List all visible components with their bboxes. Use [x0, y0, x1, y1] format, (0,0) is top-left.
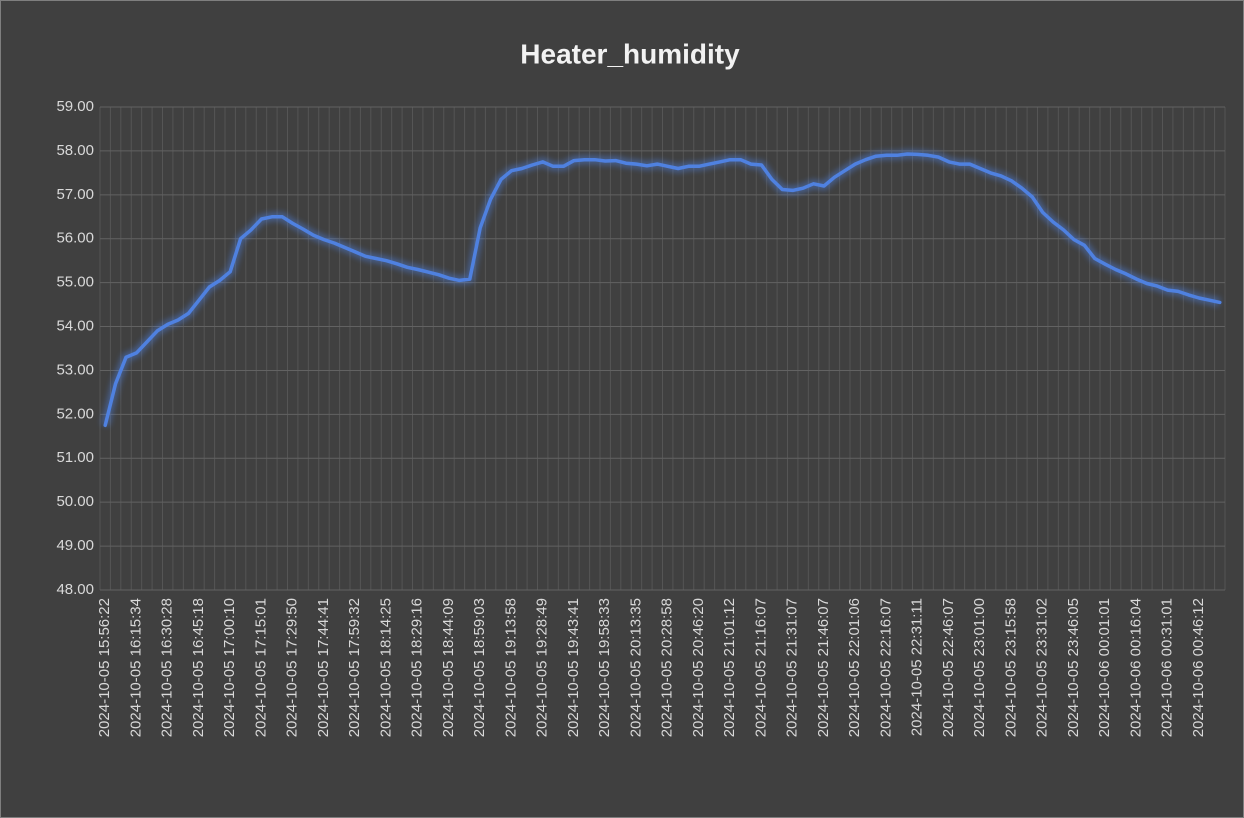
y-tick-label: 48.00 — [56, 581, 94, 598]
chart-title: Heater_humidity — [520, 38, 740, 69]
y-tick-label: 57.00 — [56, 186, 94, 203]
x-tick-label: 2024-10-05 18:29:16 — [409, 598, 426, 737]
x-tick-label: 2024-10-05 17:15:01 — [252, 598, 269, 737]
x-tick-label: 2024-10-05 16:15:34 — [127, 598, 144, 737]
y-tick-label: 49.00 — [56, 537, 94, 554]
y-tick-label: 52.00 — [56, 405, 94, 422]
x-tick-label: 2024-10-05 22:16:07 — [877, 598, 894, 737]
x-tick-label: 2024-10-05 22:46:07 — [940, 598, 957, 737]
x-tick-label: 2024-10-06 00:16:04 — [1127, 598, 1144, 737]
x-tick-label: 2024-10-05 23:15:58 — [1002, 598, 1019, 737]
x-tick-label: 2024-10-05 20:13:35 — [627, 598, 644, 737]
x-tick-label: 2024-10-05 23:46:05 — [1065, 598, 1082, 737]
x-tick-label: 2024-10-05 20:28:58 — [659, 598, 676, 737]
x-tick-label: 2024-10-05 19:43:41 — [565, 598, 582, 737]
x-tick-label: 2024-10-05 21:46:07 — [815, 598, 832, 737]
y-tick-label: 59.00 — [56, 98, 94, 115]
x-tick-label: 2024-10-05 17:29:50 — [284, 598, 301, 737]
data-line — [103, 152, 1222, 428]
x-tick-label: 2024-10-05 19:13:58 — [502, 598, 519, 737]
x-tick-label: 2024-10-05 17:00:10 — [221, 598, 238, 737]
x-tick-label: 2024-10-05 23:31:02 — [1034, 598, 1051, 737]
x-tick-label: 2024-10-05 17:44:41 — [315, 598, 332, 737]
x-tick-label: 2024-10-05 15:56:22 — [96, 598, 113, 737]
x-tick-label: 2024-10-05 16:30:28 — [159, 598, 176, 737]
x-tick-label: 2024-10-05 21:01:12 — [721, 598, 738, 737]
y-tick-label: 55.00 — [56, 274, 94, 291]
x-tick-label: 2024-10-05 19:28:49 — [534, 598, 551, 737]
x-tick-label: 2024-10-05 18:59:03 — [471, 598, 488, 737]
x-tick-label: 2024-10-05 19:58:33 — [596, 598, 613, 737]
y-tick-label: 56.00 — [56, 230, 94, 247]
y-tick-label: 51.00 — [56, 449, 94, 466]
x-tick-label: 2024-10-05 21:16:07 — [752, 598, 769, 737]
x-tick-label: 2024-10-05 22:01:06 — [846, 598, 863, 737]
x-tick-label: 2024-10-06 00:01:01 — [1096, 598, 1113, 737]
x-tick-label: 2024-10-05 17:59:32 — [346, 598, 363, 737]
y-tick-label: 53.00 — [56, 361, 94, 378]
x-tick-label: 2024-10-05 18:44:09 — [440, 598, 457, 737]
x-tick-label: 2024-10-06 00:46:12 — [1190, 598, 1207, 737]
x-tick-label: 2024-10-05 16:45:18 — [190, 598, 207, 737]
x-tick-label: 2024-10-05 20:46:20 — [690, 598, 707, 737]
x-tick-label: 2024-10-05 23:01:00 — [971, 598, 988, 737]
y-tick-label: 54.00 — [56, 318, 94, 335]
y-tick-label: 58.00 — [56, 142, 94, 159]
x-tick-label: 2024-10-05 18:14:25 — [377, 598, 394, 737]
x-tick-label: 2024-10-05 22:31:11 — [909, 598, 926, 736]
y-tick-label: 50.00 — [56, 493, 94, 510]
x-tick-label: 2024-10-06 00:31:01 — [1159, 598, 1176, 737]
x-tick-label: 2024-10-05 21:31:07 — [784, 598, 801, 737]
